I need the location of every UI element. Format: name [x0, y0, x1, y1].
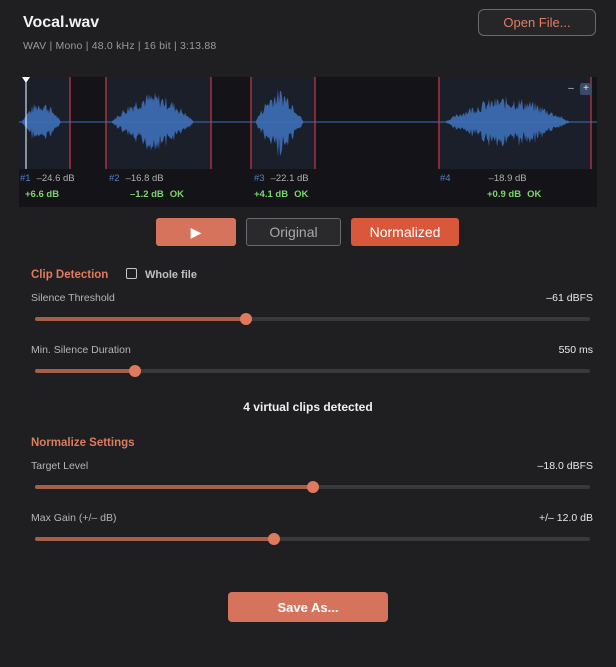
clip-1-gain: +6.6 dB — [25, 189, 65, 200]
clip-detection-title: Clip Detection — [31, 269, 109, 281]
playhead-marker-icon — [22, 77, 30, 83]
min-silence-value: 550 ms — [558, 344, 593, 356]
clip-3-info: #3 –22.1 dB — [254, 173, 309, 184]
target-level-slider[interactable] — [35, 481, 590, 493]
clip-3-number: #3 — [254, 173, 265, 184]
waveform-burst-3 — [255, 88, 311, 158]
zoom-out-button[interactable]: – — [568, 83, 574, 94]
max-gain-fill — [35, 537, 274, 541]
whole-file-label[interactable]: Whole file — [145, 269, 197, 281]
clip-4-status: OK — [527, 189, 542, 200]
open-file-button[interactable]: Open File... — [478, 9, 596, 36]
target-level-fill — [35, 485, 313, 489]
play-icon: ▶ — [190, 223, 202, 240]
target-level-label: Target Level — [31, 460, 89, 472]
clip-3-gain-value: +4.1 dB — [254, 189, 289, 200]
clip-3-status: OK — [294, 189, 309, 200]
min-silence-slider[interactable] — [35, 365, 590, 377]
max-gain-slider[interactable] — [35, 533, 590, 545]
clip-2-number: #2 — [109, 173, 120, 184]
waveform-view[interactable]: – + #1 –24.6 dB #2 –16.8 dB #3 –22.1 dB #4 –… — [19, 77, 597, 207]
zoom-in-button[interactable]: + — [580, 83, 592, 95]
clip-1-gain-value: +6.6 dB — [25, 189, 60, 200]
clip-2-info: #2 –16.8 dB — [109, 173, 164, 184]
min-silence-thumb[interactable] — [128, 365, 141, 377]
file-meta: WAV | Mono | 48.0 kHz | 16 bit | 3:13.88 — [23, 40, 217, 52]
clip-4-gain: +0.9 dB OK — [487, 189, 541, 200]
play-button[interactable]: ▶ — [156, 218, 236, 246]
clip-4-info: #4 –18.9 dB — [440, 173, 527, 184]
detected-clips-text: 4 virtual clips detected — [243, 400, 373, 414]
clip-2-status: OK — [169, 189, 185, 200]
whole-file-checkbox[interactable] — [126, 268, 137, 279]
clip-4-gain-value: +0.9 dB — [487, 189, 522, 200]
clip-1-info: #1 –24.6 dB — [20, 173, 75, 184]
waveform-burst-4 — [444, 96, 589, 147]
waveform-display[interactable] — [19, 77, 597, 169]
clip-1-number: #1 — [20, 173, 31, 184]
max-gain-label: Max Gain (+/– dB) — [31, 512, 117, 524]
target-level-value: –18.0 dBFS — [537, 460, 593, 472]
min-silence-fill — [35, 369, 135, 373]
save-as-button[interactable]: Save As... — [228, 592, 388, 622]
clip-2-gain: –1.2 dB OK — [130, 189, 184, 200]
clip-1-level: –24.6 dB — [36, 173, 75, 184]
silence-threshold-slider[interactable] — [35, 313, 590, 325]
min-silence-label: Min. Silence Duration — [31, 344, 131, 356]
clip-4-level: –18.9 dB — [488, 173, 527, 184]
file-name: Vocal.wav — [23, 14, 100, 31]
silence-threshold-value: –61 dBFS — [546, 292, 593, 304]
max-gain-value: +/– 12.0 dB — [538, 512, 593, 524]
clip-2-gain-value: –1.2 dB — [130, 189, 164, 200]
waveform-burst-1 — [21, 103, 67, 140]
silence-threshold-fill — [35, 317, 246, 321]
silence-threshold-label: Silence Threshold — [31, 292, 115, 304]
clip-2-level: –16.8 dB — [125, 173, 164, 184]
original-toggle[interactable]: Original — [246, 218, 341, 246]
target-level-thumb[interactable] — [306, 481, 319, 493]
clip-3-gain: +4.1 dB OK — [254, 189, 308, 200]
waveform-burst-2 — [111, 92, 207, 151]
max-gain-thumb[interactable] — [267, 533, 280, 545]
normalized-toggle[interactable]: Normalized — [351, 218, 459, 246]
clip-4-number: #4 — [440, 173, 451, 184]
silence-threshold-thumb[interactable] — [239, 313, 252, 325]
normalize-settings-title: Normalize Settings — [31, 437, 135, 449]
clip-3-level: –22.1 dB — [270, 173, 309, 184]
